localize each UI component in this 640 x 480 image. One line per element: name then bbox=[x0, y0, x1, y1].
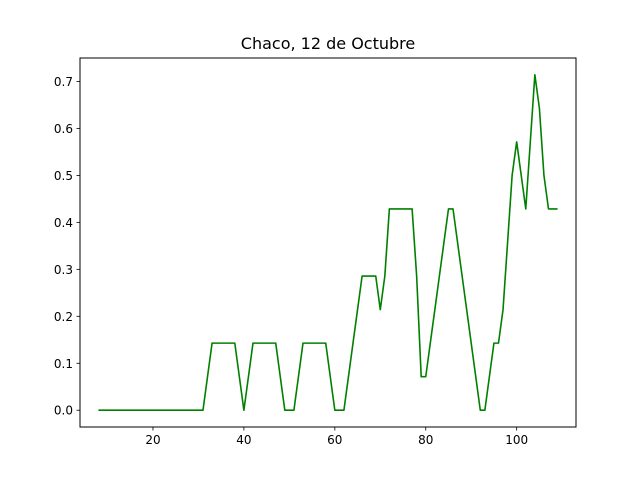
y-tick-label: 0.4 bbox=[54, 216, 73, 230]
y-tick-label: 0.6 bbox=[54, 122, 73, 136]
x-tick-label: 20 bbox=[145, 433, 160, 447]
y-tick-label: 0.7 bbox=[54, 75, 73, 89]
y-tick-label: 0.2 bbox=[54, 310, 73, 324]
axis-ticks: 20 40 60 80 100 0.0 0.1 0.2 0.3 0.4 0.5 0.6 0.7 bbox=[54, 75, 528, 447]
series-line bbox=[98, 73, 558, 412]
plot-frame bbox=[79, 57, 577, 428]
x-tick-label: 100 bbox=[505, 433, 528, 447]
x-tick-label: 80 bbox=[418, 433, 433, 447]
chart-title: Chaco, 12 de Octubre bbox=[241, 34, 415, 53]
y-tick-label: 0.1 bbox=[54, 357, 73, 371]
plot-lines bbox=[98, 73, 558, 412]
x-tick-label: 40 bbox=[236, 433, 251, 447]
y-tick-label: 0.0 bbox=[54, 404, 73, 418]
x-tick-label: 60 bbox=[327, 433, 342, 447]
y-tick-label: 0.5 bbox=[54, 169, 73, 183]
y-tick-label: 0.3 bbox=[54, 263, 73, 277]
